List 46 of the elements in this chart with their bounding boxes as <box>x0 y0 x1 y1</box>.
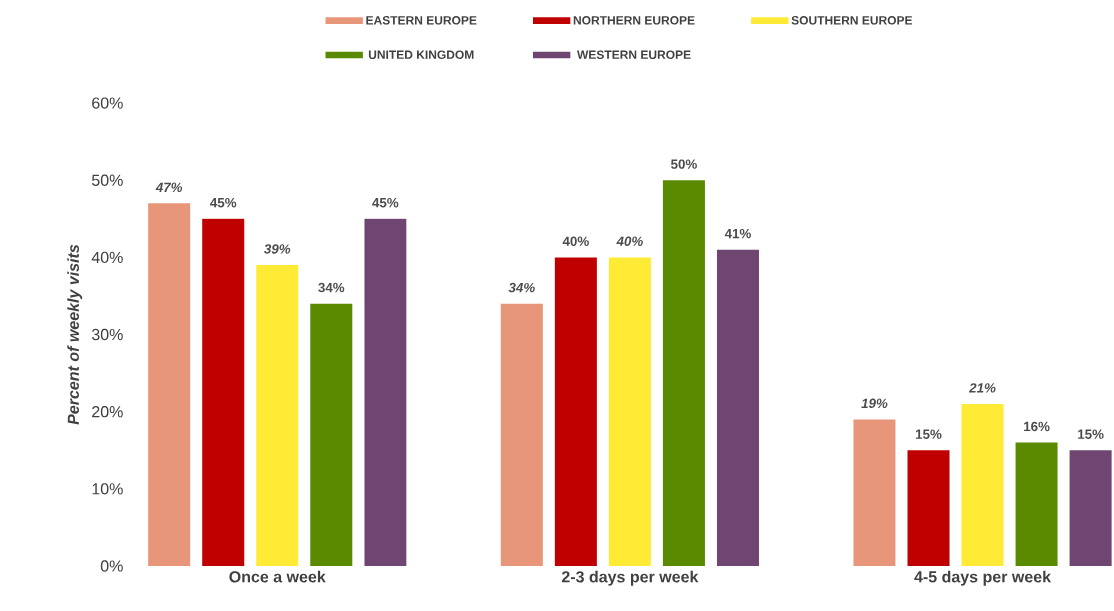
data-label: 15% <box>916 429 942 439</box>
y-tick-label: 50% <box>91 174 123 186</box>
data-label: 45% <box>372 197 399 208</box>
data-label: 16% <box>1024 421 1050 432</box>
bar <box>364 218 407 566</box>
data-label: 34% <box>508 282 535 293</box>
data-label: 15% <box>1078 429 1104 439</box>
bar <box>202 218 245 566</box>
bar <box>500 303 543 566</box>
x-tick-label: 2-3 days per week <box>561 570 699 586</box>
y-tick-label: 30% <box>91 328 123 341</box>
legend-label: EASTERN EUROPE <box>366 16 477 25</box>
legend-label: NORTHERN EUROPE <box>573 16 695 25</box>
y-tick-label: 10% <box>92 483 123 495</box>
y-tick-label: 0% <box>100 560 123 572</box>
data-label: 19% <box>861 398 888 408</box>
data-label: 45% <box>210 197 237 208</box>
legend-label: SOUTHERN EUROPE <box>791 16 913 25</box>
x-tick-label: 4-5 days per week <box>914 570 1052 586</box>
bar <box>554 257 597 566</box>
bar <box>256 265 299 566</box>
data-label: 40% <box>562 236 589 246</box>
bar <box>310 303 353 566</box>
data-label: 39% <box>264 244 291 254</box>
data-label: 21% <box>968 383 996 393</box>
legend-label: UNITED KINGDOM <box>368 50 474 59</box>
bar <box>961 403 1004 566</box>
bar <box>148 203 191 566</box>
y-tick-label: 40% <box>91 251 123 264</box>
legend-label: WESTERN EUROPE <box>577 50 691 59</box>
bar <box>1015 442 1058 566</box>
bar <box>716 249 759 566</box>
data-label: 34% <box>318 282 345 293</box>
bar <box>853 419 896 566</box>
data-label: 41% <box>724 228 751 239</box>
data-label: 47% <box>155 182 183 192</box>
bar <box>662 180 705 566</box>
y-tick-label: 60% <box>92 97 123 109</box>
y-tick-label: 20% <box>92 406 123 418</box>
bar <box>907 450 950 566</box>
data-label: 40% <box>616 236 643 246</box>
bar <box>1069 450 1112 566</box>
data-label: 50% <box>671 159 697 169</box>
x-tick-label: Once a week <box>229 570 326 583</box>
bar <box>608 257 651 566</box>
y-axis-title: Percent of weekly visits <box>67 244 83 425</box>
